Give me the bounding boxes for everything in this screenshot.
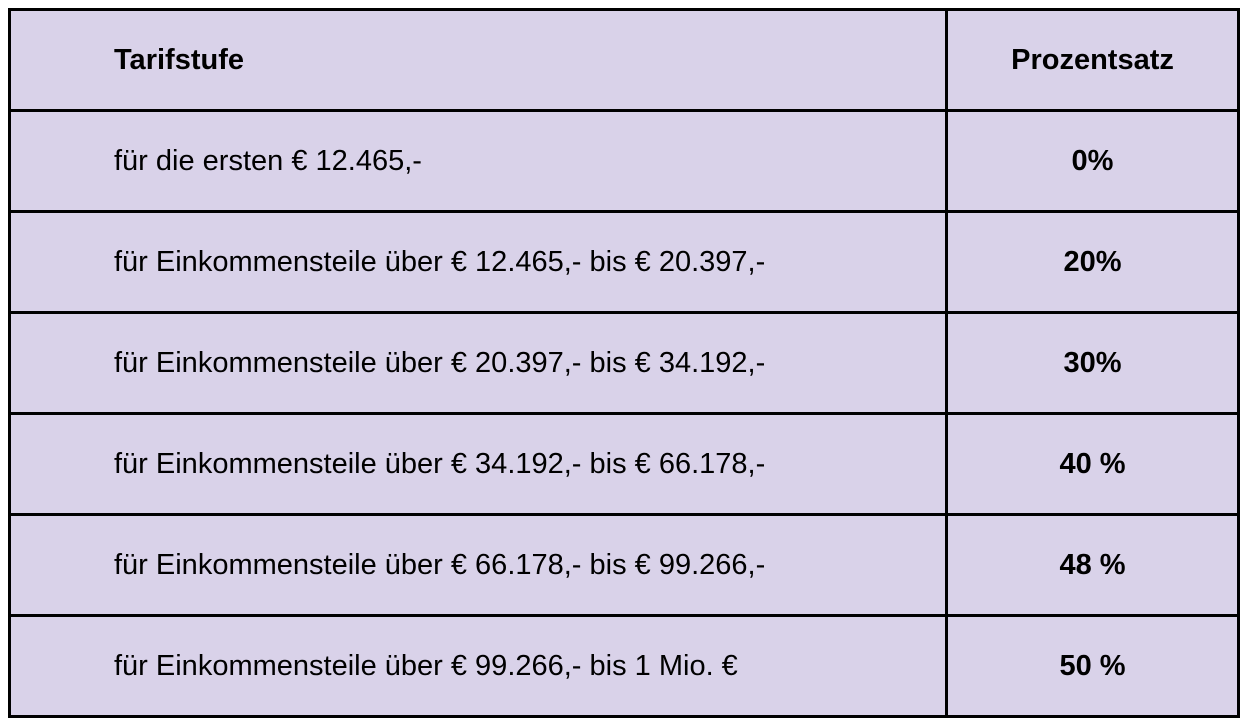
- prozentsatz-cell: 30%: [945, 311, 1240, 415]
- table-row: für Einkommensteile über € 20.397,- bis …: [8, 311, 1240, 415]
- prozentsatz-cell: 20%: [945, 210, 1240, 314]
- prozentsatz-cell: 40 %: [945, 412, 1240, 516]
- tarifstufe-cell: für Einkommensteile über € 12.465,- bis …: [8, 210, 948, 314]
- tarifstufe-cell: für Einkommensteile über € 34.192,- bis …: [8, 412, 948, 516]
- table-row: für Einkommensteile über € 99.266,- bis …: [8, 614, 1240, 718]
- tarifstufe-cell: für die ersten € 12.465,-: [8, 109, 948, 213]
- tarifstufe-cell: für Einkommensteile über € 99.266,- bis …: [8, 614, 948, 718]
- column-header-prozentsatz: Prozentsatz: [945, 8, 1240, 112]
- table-header-row: Tarifstufe Prozentsatz: [8, 8, 1240, 112]
- table-row: für Einkommensteile über € 12.465,- bis …: [8, 210, 1240, 314]
- prozentsatz-cell: 50 %: [945, 614, 1240, 718]
- table-row: für Einkommensteile über € 66.178,- bis …: [8, 513, 1240, 617]
- tax-rate-table: Tarifstufe Prozentsatz für die ersten € …: [8, 8, 1240, 718]
- tarifstufe-cell: für Einkommensteile über € 20.397,- bis …: [8, 311, 948, 415]
- tarifstufe-cell: für Einkommensteile über € 66.178,- bis …: [8, 513, 948, 617]
- table-row: für die ersten € 12.465,- 0%: [8, 109, 1240, 213]
- prozentsatz-cell: 48 %: [945, 513, 1240, 617]
- column-header-tarifstufe: Tarifstufe: [8, 8, 948, 112]
- table-row: für Einkommensteile über € 34.192,- bis …: [8, 412, 1240, 516]
- prozentsatz-cell: 0%: [945, 109, 1240, 213]
